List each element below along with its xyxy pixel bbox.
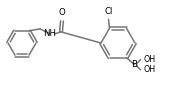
Text: OH: OH	[143, 65, 156, 74]
Text: B: B	[131, 60, 137, 69]
Text: OH: OH	[143, 55, 156, 64]
Text: Cl: Cl	[104, 7, 113, 16]
Text: NH: NH	[43, 29, 57, 38]
Text: O: O	[59, 8, 65, 17]
